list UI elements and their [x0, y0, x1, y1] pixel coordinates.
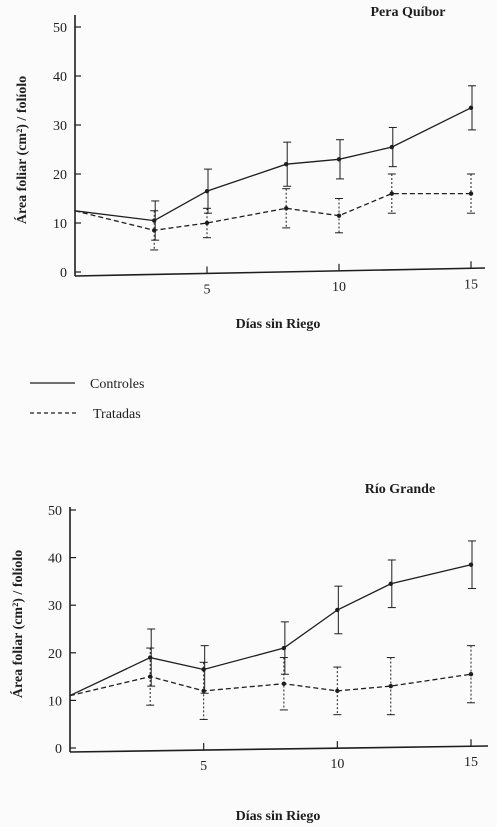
- chart-panel-pera-quibor: 0 10 20 30 40 50 5 10 15 Pera Quíbor Días sin Rieg…: [13, 5, 486, 332]
- x-tick-label: 5: [200, 759, 207, 774]
- data-point: [335, 688, 340, 694]
- series-line-tratadas: [74, 192, 471, 231]
- y-tick-label: 40: [53, 70, 67, 85]
- data-point: [201, 667, 206, 672]
- data-point: [204, 188, 210, 194]
- x-tick-label: 15: [464, 277, 478, 292]
- x-tick-label: 10: [330, 757, 344, 772]
- y-tick-label: 20: [53, 168, 67, 183]
- y-tick-label: 0: [60, 266, 67, 281]
- data-point: [468, 562, 474, 567]
- data-point: [468, 105, 474, 111]
- x-tick-label: 5: [204, 282, 211, 297]
- y-axis-label: Área foliar (cm²) / folíolo: [13, 76, 30, 224]
- chart-panel-rio-grande: 0 10 20 30 40 50 5 10 15 Río Grande Días sin Riego…: [9, 482, 489, 824]
- y-tick-label: 10: [53, 217, 67, 232]
- data-point: [389, 191, 394, 196]
- data-point: [388, 581, 393, 586]
- data-point: [281, 681, 287, 686]
- data-point: [335, 607, 340, 613]
- data-point: [281, 645, 287, 651]
- data-point: [388, 683, 393, 689]
- x-tick-label: 15: [464, 755, 478, 770]
- data-point: [336, 157, 342, 162]
- x-axis: [69, 745, 489, 753]
- y-tick-label: 0: [55, 742, 62, 757]
- legend-label-tratadas: Tratadas: [93, 407, 141, 422]
- data-point: [201, 688, 206, 694]
- x-tick-label: 10: [332, 280, 346, 295]
- y-tick-label: 30: [48, 599, 62, 614]
- data-point: [284, 162, 289, 167]
- x-axis-label: Días sin Riego: [236, 809, 321, 824]
- chart-title: Pera Quíbor: [370, 5, 445, 20]
- data-point: [468, 191, 474, 196]
- data-point: [336, 213, 342, 218]
- chart-title: Río Grande: [365, 482, 435, 497]
- y-axis-label: Área foliar (cm²) / folíolo: [9, 550, 26, 698]
- data-point: [284, 206, 289, 211]
- series-line-controles: [74, 107, 472, 222]
- data-point: [389, 144, 394, 150]
- y-tick-label: 10: [48, 694, 62, 709]
- legend-label-controles: Controles: [90, 377, 144, 392]
- x-axis-label: Días sin Riego: [236, 317, 321, 332]
- data-point: [152, 228, 157, 233]
- y-tick-label: 50: [53, 21, 67, 36]
- series-line-controles: [69, 564, 472, 697]
- legend: Controles Tratadas: [30, 377, 144, 422]
- y-tick-label: 30: [53, 119, 67, 134]
- y-tick-label: 40: [48, 552, 62, 567]
- data-point: [468, 672, 474, 677]
- data-point: [204, 220, 210, 226]
- y-tick-label: 20: [48, 647, 62, 662]
- data-point: [148, 674, 153, 679]
- y-tick-label: 50: [48, 504, 62, 519]
- series-line-tratadas: [69, 673, 472, 697]
- x-axis: [74, 267, 486, 277]
